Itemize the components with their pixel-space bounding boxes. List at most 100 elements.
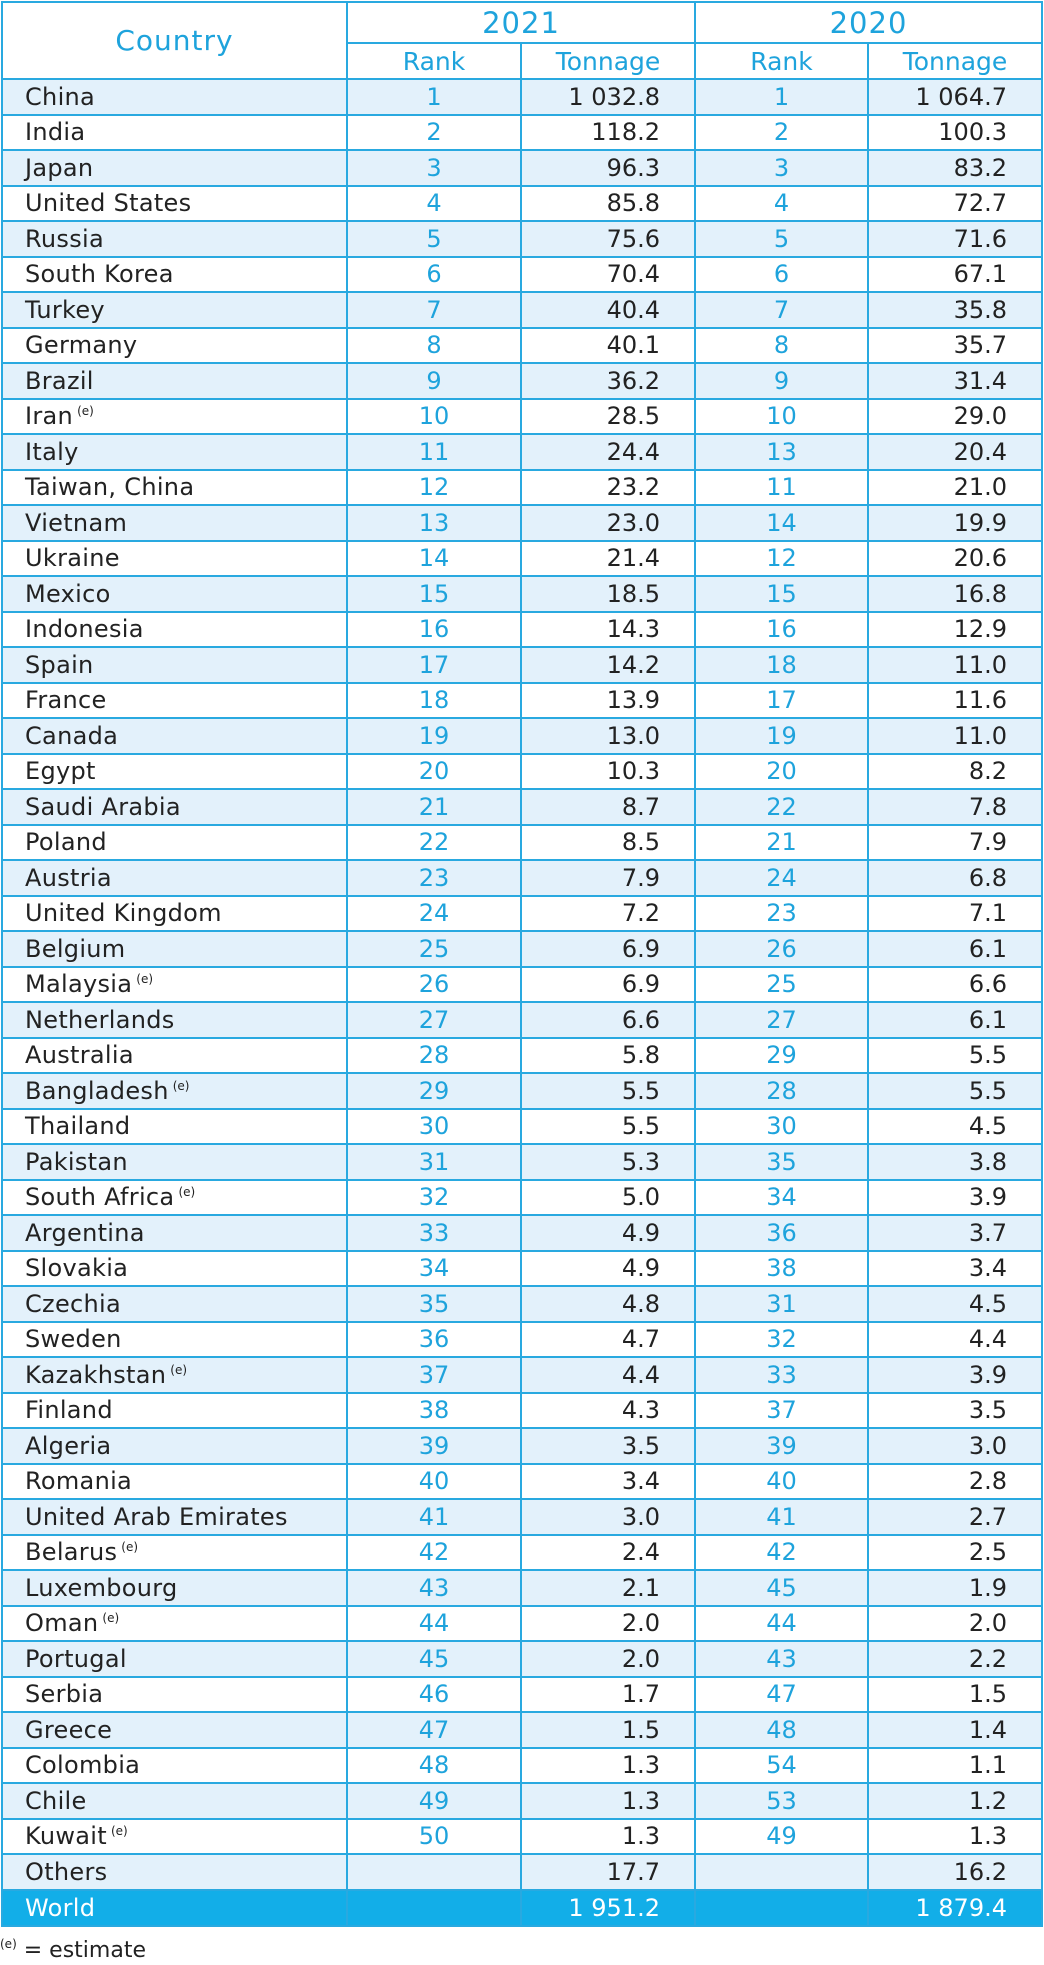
tonnage-2020-cell: 12.9: [867, 610, 1043, 648]
tonnage-2020-cell: 2.8: [867, 1462, 1043, 1500]
table-row: Pakistan 31 5.3 35 3.8: [1, 1143, 1043, 1181]
country-name: Taiwan, China: [25, 473, 195, 502]
estimate-mark: (e): [110, 1824, 128, 1839]
table-row: China 1 1 032.8 1 1 064.7: [1, 78, 1043, 116]
tonnage-2020-cell: 7.9: [867, 823, 1043, 861]
table-body: China 1 1 032.8 1 1 064.7 India 2 118.2 2 100.3 Ja…: [1, 78, 1043, 1927]
tonnage-2020-cell: 16.2: [867, 1853, 1043, 1891]
country-name: Colombia: [25, 1751, 141, 1780]
tonnage-2021-cell: 5.3: [520, 1143, 696, 1181]
country-name: Kuwait: [25, 1822, 107, 1851]
rank-2021-cell: 46: [346, 1675, 522, 1713]
tonnage-2021-cell: 1.3: [520, 1782, 696, 1820]
rank-2021-cell: 48: [346, 1746, 522, 1784]
tonnage-2020-cell: 20.6: [867, 539, 1043, 577]
country-cell: Mexico: [1, 575, 348, 613]
rank-2021-cell: 44: [346, 1604, 522, 1642]
country-cell: Turkey: [1, 291, 348, 329]
rank-2020-cell: 15: [694, 575, 869, 613]
total-label: World: [1, 1888, 348, 1927]
tonnage-2021-cell: 14.3: [520, 610, 696, 648]
tonnage-2021-cell: 4.3: [520, 1391, 696, 1429]
rank-2021-cell: 4: [346, 184, 522, 222]
country-cell: Austria: [1, 859, 348, 897]
country-name: France: [25, 686, 107, 715]
tonnage-2021-cell: 21.4: [520, 539, 696, 577]
tonnage-2021-cell: 3.4: [520, 1462, 696, 1500]
rank-2020-cell: 3: [694, 149, 869, 187]
rank-2020-cell: 40: [694, 1462, 869, 1500]
country-cell: Belgium: [1, 930, 348, 968]
country-cell: Sweden: [1, 1320, 348, 1358]
rank-2021-cell: 43: [346, 1569, 522, 1607]
country-name: Austria: [25, 863, 112, 892]
country-name: Russia: [25, 224, 104, 253]
country-name: South Africa: [25, 1183, 175, 1212]
table-row: United Arab Emirates 41 3.0 41 2.7: [1, 1498, 1043, 1536]
rank-2020-cell: 31: [694, 1285, 869, 1323]
tonnage-2020-cell: 100.3: [867, 113, 1043, 151]
country-cell: Ukraine: [1, 539, 348, 577]
tonnage-2020-cell: 11.0: [867, 717, 1043, 755]
rank-2021-cell: 34: [346, 1249, 522, 1287]
rank-2021-cell: 21: [346, 788, 522, 826]
tonnage-2021-cell: 23.2: [520, 468, 696, 506]
country-cell: Bangladesh (e): [1, 1072, 348, 1110]
country-cell: Iran (e): [1, 397, 348, 435]
country-cell: Romania: [1, 1462, 348, 1500]
country-cell: Pakistan: [1, 1143, 348, 1181]
rank-2020-cell: 43: [694, 1640, 869, 1678]
country-cell: Oman (e): [1, 1604, 348, 1642]
rank-2020-cell: 6: [694, 255, 869, 293]
tonnage-2021-cell: 6.6: [520, 1001, 696, 1039]
country-name: Poland: [25, 828, 107, 857]
header-year-2021: 2021: [346, 1, 696, 44]
country-cell: Kuwait (e): [1, 1817, 348, 1855]
rank-2020-cell: 36: [694, 1214, 869, 1252]
tonnage-2020-cell: 8.2: [867, 752, 1043, 790]
table-row: Malaysia (e) 26 6.9 25 6.6: [1, 965, 1043, 1003]
rank-2020-cell: [694, 1853, 869, 1891]
tonnage-2020-cell: 1.2: [867, 1782, 1043, 1820]
tonnage-2020-cell: 83.2: [867, 149, 1043, 187]
country-name: Greece: [25, 1715, 113, 1744]
rank-2021-cell: 15: [346, 575, 522, 613]
rank-2020-cell: 39: [694, 1427, 869, 1465]
table-row: Greece 47 1.5 48 1.4: [1, 1711, 1043, 1749]
tonnage-2021-cell: 40.4: [520, 291, 696, 329]
tonnage-2020-cell: 3.0: [867, 1427, 1043, 1465]
rank-2021-cell: 2: [346, 113, 522, 151]
rank-2021-cell: 20: [346, 752, 522, 790]
rank-2020-cell: 13: [694, 433, 869, 471]
country-name: Pakistan: [25, 1147, 128, 1176]
country-name: Belarus: [25, 1538, 118, 1567]
rank-2020-cell: 17: [694, 681, 869, 719]
table-row: Luxembourg 43 2.1 45 1.9: [1, 1569, 1043, 1607]
rank-2021-cell: 27: [346, 1001, 522, 1039]
tonnage-2020-cell: 7.1: [867, 894, 1043, 932]
table-row: Netherlands 27 6.6 27 6.1: [1, 1001, 1043, 1039]
tonnage-2021-cell: 1 032.8: [520, 78, 696, 116]
rank-2020-cell: 14: [694, 504, 869, 542]
tonnage-2021-cell: 4.7: [520, 1320, 696, 1358]
table-row: Slovakia 34 4.9 38 3.4: [1, 1249, 1043, 1287]
tonnage-2021-cell: 28.5: [520, 397, 696, 435]
country-name: Mexico: [25, 579, 111, 608]
rank-2021-cell: 26: [346, 965, 522, 1003]
rank-2021-cell: 38: [346, 1391, 522, 1429]
rank-2021-cell: 30: [346, 1107, 522, 1145]
tonnage-2021-cell: 4.8: [520, 1285, 696, 1323]
tonnage-2020-cell: 3.5: [867, 1391, 1043, 1429]
country-name: Thailand: [25, 1112, 131, 1141]
country-cell: Thailand: [1, 1107, 348, 1145]
rank-2021-cell: 50: [346, 1817, 522, 1855]
tonnage-2021-cell: 6.9: [520, 965, 696, 1003]
tonnage-2020-cell: 6.8: [867, 859, 1043, 897]
rank-2020-cell: 24: [694, 859, 869, 897]
country-cell: Vietnam: [1, 504, 348, 542]
rank-2020-cell: 2: [694, 113, 869, 151]
table-row: Spain 17 14.2 18 11.0: [1, 646, 1043, 684]
table-row: Oman (e) 44 2.0 44 2.0: [1, 1604, 1043, 1642]
rank-2021-cell: 36: [346, 1320, 522, 1358]
tonnage-2021-cell: 2.1: [520, 1569, 696, 1607]
